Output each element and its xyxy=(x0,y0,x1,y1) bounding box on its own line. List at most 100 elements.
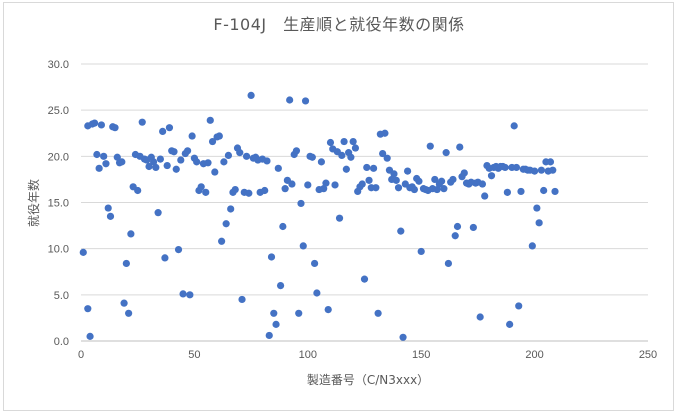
data-point xyxy=(308,153,316,161)
data-point xyxy=(188,132,196,140)
data-point xyxy=(540,186,548,195)
data-point xyxy=(476,313,484,321)
data-point xyxy=(218,237,226,245)
data-point xyxy=(301,97,310,105)
data-point xyxy=(118,158,126,166)
data-point xyxy=(535,219,543,227)
data-point xyxy=(317,158,326,166)
data-point xyxy=(440,185,448,193)
data-point xyxy=(311,259,319,268)
data-point xyxy=(451,232,459,240)
data-point xyxy=(231,185,239,194)
y-tick-label: 10.0 xyxy=(48,244,69,256)
data-point xyxy=(369,164,378,172)
data-point xyxy=(159,127,167,136)
data-point xyxy=(331,181,339,189)
data-point xyxy=(338,151,346,160)
data-point xyxy=(503,188,511,196)
x-tick-label: 200 xyxy=(525,349,543,361)
data-point xyxy=(245,189,253,197)
data-point xyxy=(172,165,180,173)
tick-labels: 0.0 5.0 10.0 15.0 20.0 25.0 30.0 0 50 100 150 200 25… xyxy=(48,59,658,361)
data-point xyxy=(179,290,187,298)
data-point xyxy=(279,222,287,231)
data-point xyxy=(438,177,446,185)
data-point xyxy=(397,227,405,235)
data-point xyxy=(204,159,212,167)
data-point xyxy=(125,309,133,317)
data-point xyxy=(183,147,192,155)
data-point xyxy=(349,137,357,146)
data-point xyxy=(469,223,477,232)
data-point xyxy=(442,149,450,157)
data-point xyxy=(263,157,271,165)
data-point xyxy=(347,153,355,161)
data-point xyxy=(276,282,285,290)
data-point xyxy=(102,160,110,168)
data-point xyxy=(111,124,119,132)
x-tick-label: 150 xyxy=(412,349,430,361)
data-point xyxy=(197,183,205,191)
data-point xyxy=(84,305,92,313)
data-point xyxy=(549,166,557,174)
data-point xyxy=(340,137,348,146)
data-point xyxy=(381,129,389,137)
chart-title: F-104J 生産順と就役年数の関係 xyxy=(213,15,465,34)
data-point xyxy=(392,176,400,184)
data-point xyxy=(163,161,171,170)
data-point xyxy=(265,331,273,340)
x-tick-label: 100 xyxy=(299,349,317,361)
data-point xyxy=(95,164,103,172)
data-point xyxy=(138,118,146,126)
data-point xyxy=(288,180,296,188)
data-point xyxy=(342,165,350,173)
data-point xyxy=(415,177,423,185)
data-point xyxy=(161,254,169,262)
x-tick-label: 0 xyxy=(78,349,84,361)
data-point xyxy=(281,185,289,193)
data-point xyxy=(274,164,282,172)
data-point xyxy=(267,253,276,261)
y-tick-label: 0.0 xyxy=(54,336,69,348)
data-point xyxy=(97,121,106,129)
data-point xyxy=(222,220,230,228)
data-point xyxy=(360,275,369,283)
data-point xyxy=(433,185,441,194)
data-point xyxy=(456,143,464,151)
data-point xyxy=(501,163,509,172)
data-point xyxy=(417,247,425,256)
data-point xyxy=(551,187,559,196)
data-point xyxy=(272,320,280,328)
data-point xyxy=(512,163,521,172)
data-point xyxy=(202,188,210,196)
data-point xyxy=(481,192,489,200)
data-point xyxy=(313,289,321,297)
data-point xyxy=(122,259,130,268)
data-point xyxy=(170,148,178,156)
data-point xyxy=(322,179,330,187)
data-point xyxy=(100,152,108,160)
data-point xyxy=(145,162,153,171)
data-point xyxy=(324,306,332,314)
data-point xyxy=(365,176,373,184)
data-point xyxy=(106,212,115,220)
data-point xyxy=(286,96,294,104)
data-point xyxy=(242,152,251,160)
data-point xyxy=(537,166,546,174)
data-point xyxy=(220,158,228,166)
data-point xyxy=(91,119,99,127)
data-point xyxy=(351,144,360,152)
data-points xyxy=(79,91,559,341)
data-point xyxy=(506,320,514,328)
chart-frame xyxy=(3,2,674,411)
data-point xyxy=(295,309,303,317)
data-point xyxy=(165,124,174,132)
data-point xyxy=(449,175,457,184)
data-point xyxy=(383,154,391,162)
gridlines xyxy=(81,63,648,342)
data-point xyxy=(86,332,94,340)
data-point xyxy=(335,214,344,222)
data-point xyxy=(410,185,418,194)
data-point xyxy=(211,168,219,176)
